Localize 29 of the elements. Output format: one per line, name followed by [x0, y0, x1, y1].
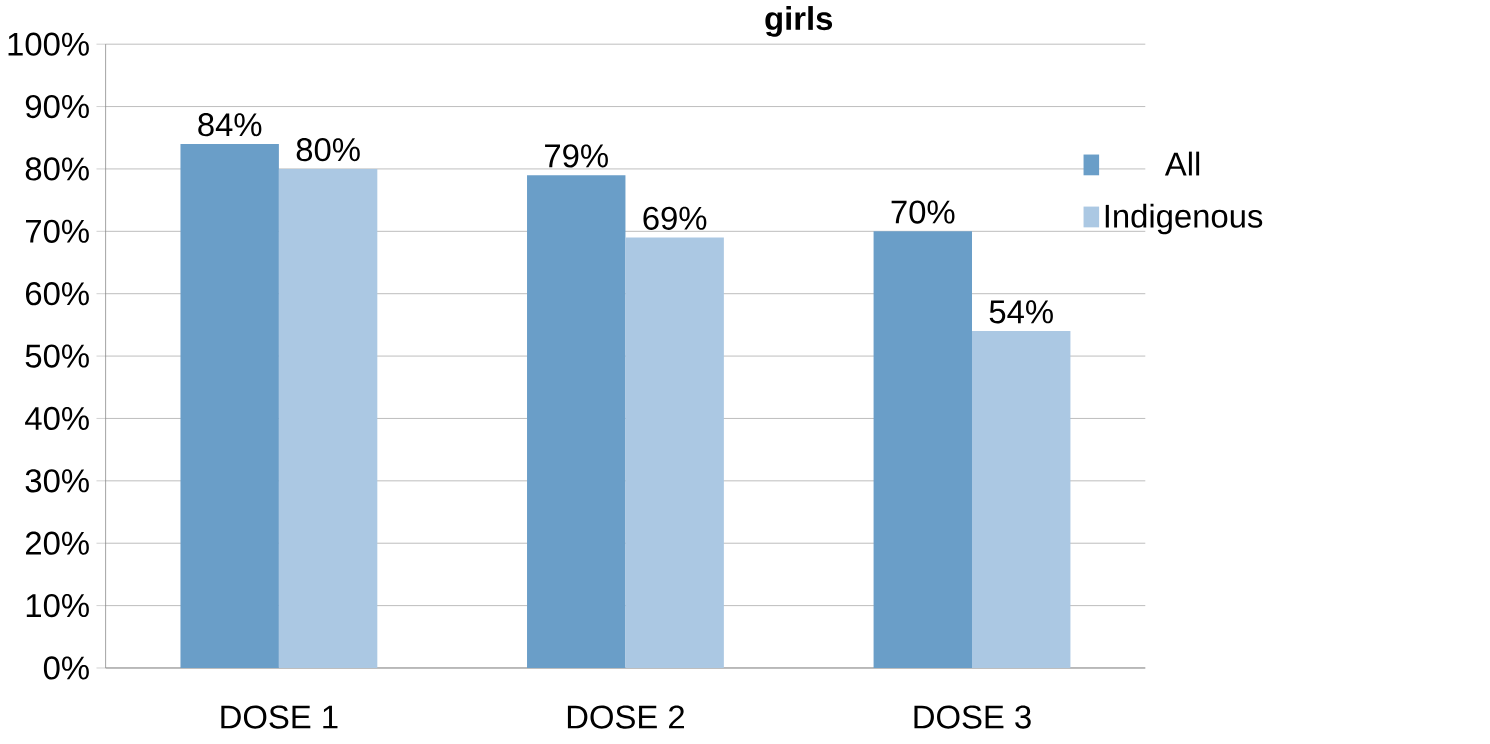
y-tick-label: 10%: [26, 594, 89, 618]
bar: [527, 175, 626, 669]
y-tick-label: 60%: [26, 282, 89, 306]
x-tick-label: DOSE 1: [221, 705, 338, 729]
y-tick-label: 70%: [26, 219, 89, 244]
data-label: 69%: [643, 206, 707, 231]
bar: [278, 169, 378, 669]
data-label: 54%: [989, 300, 1053, 324]
x-tick-label: DOSE 3: [914, 705, 1031, 729]
legend-label: Indigenous: [1105, 203, 1263, 235]
data-label: 70%: [891, 200, 955, 224]
y-tick-label: 30%: [25, 469, 89, 493]
y-tick-label: 40%: [25, 406, 89, 431]
legend-label: All: [1164, 151, 1200, 176]
y-tick-label: 20%: [26, 531, 89, 555]
data-label: 79%: [545, 144, 608, 168]
x-tick-label: DOSE 2: [567, 705, 684, 729]
y-tick-label: 80%: [25, 157, 89, 181]
data-label: 80%: [296, 138, 360, 162]
bar: [180, 144, 279, 669]
chart-title: girls: [765, 6, 833, 37]
y-tick-label: 0%: [43, 656, 89, 680]
data-label: 84%: [198, 113, 262, 137]
bar: [972, 331, 1071, 669]
y-tick-label: 50%: [25, 344, 89, 368]
y-tick-label: 100%: [8, 32, 89, 56]
bar: [873, 231, 973, 669]
y-tick-label: 90%: [25, 95, 89, 119]
bar: [625, 237, 724, 669]
